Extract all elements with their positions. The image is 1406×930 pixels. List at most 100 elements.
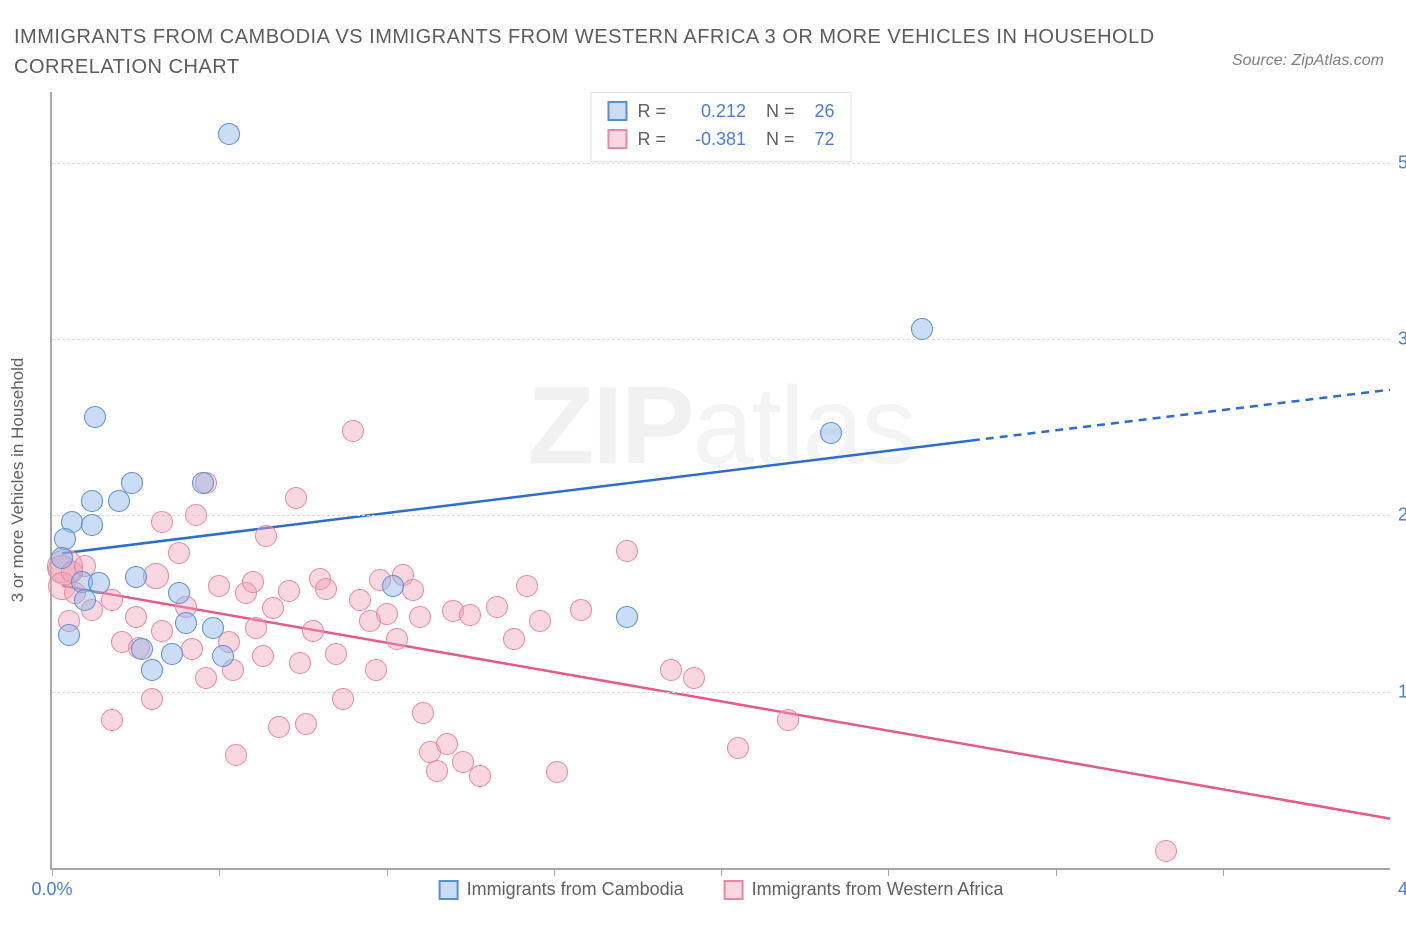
series2-point <box>278 580 300 602</box>
series-legend-item: Immigrants from Western Africa <box>724 879 1004 900</box>
chart-title: IMMIGRANTS FROM CAMBODIA VS IMMIGRANTS F… <box>14 22 1226 82</box>
trend-line <box>972 390 1390 441</box>
series2-point <box>503 628 525 650</box>
series1-point <box>125 566 147 588</box>
series1-point <box>161 643 183 665</box>
stats-legend-row: R = -0.381 N = 72 <box>607 125 834 153</box>
series2-point <box>486 596 508 618</box>
series2-point <box>342 420 364 442</box>
series2-point <box>208 575 230 597</box>
legend-r-value: -0.381 <box>676 125 746 153</box>
gridline <box>52 339 1390 340</box>
legend-n-label: N = <box>756 97 795 125</box>
series-legend: Immigrants from Cambodia Immigrants from … <box>439 879 1004 900</box>
series2-point <box>365 659 387 681</box>
series2-point <box>412 702 434 724</box>
x-tick <box>52 868 53 876</box>
series2-point <box>683 667 705 689</box>
series2-point <box>168 542 190 564</box>
legend-swatch <box>607 129 627 149</box>
series2-point <box>101 709 123 731</box>
legend-swatch <box>439 880 459 900</box>
legend-n-value: 72 <box>805 125 835 153</box>
legend-swatch <box>607 101 627 121</box>
x-tick <box>888 868 889 876</box>
series1-point <box>175 612 197 634</box>
series2-point <box>262 597 284 619</box>
series2-point <box>459 604 481 626</box>
series2-point <box>402 579 424 601</box>
series2-point <box>777 709 799 731</box>
series1-point <box>382 575 404 597</box>
series2-point <box>302 620 324 642</box>
series2-point <box>151 620 173 642</box>
series2-point <box>660 659 682 681</box>
gridline <box>52 163 1390 164</box>
x-tick <box>554 868 555 876</box>
x-tick <box>1223 868 1224 876</box>
series2-point <box>332 688 354 710</box>
y-tick-label: 25.0% <box>1398 505 1406 526</box>
x-tick <box>387 868 388 876</box>
series1-point <box>192 472 214 494</box>
y-tick-label: 50.0% <box>1398 152 1406 173</box>
series-legend-label: Immigrants from Western Africa <box>752 879 1004 900</box>
series2-point <box>289 652 311 674</box>
series2-point <box>255 525 277 547</box>
y-tick-label: 37.5% <box>1398 328 1406 349</box>
series2-point <box>151 511 173 533</box>
legend-r-label: R = <box>637 125 666 153</box>
source-label: Source: ZipAtlas.com <box>1232 52 1384 70</box>
series2-point <box>185 504 207 526</box>
series1-point <box>616 606 638 628</box>
legend-r-label: R = <box>637 97 666 125</box>
series2-point <box>315 578 337 600</box>
x-tick-label: 40.0% <box>1398 879 1406 900</box>
series2-point <box>516 575 538 597</box>
stats-legend: R = 0.212 N = 26 R = -0.381 N = 72 <box>590 92 851 162</box>
series2-point <box>225 744 247 766</box>
x-tick-label: 0.0% <box>31 879 72 900</box>
legend-swatch <box>724 880 744 900</box>
series1-point <box>84 406 106 428</box>
series2-point <box>386 628 408 650</box>
series1-point <box>168 582 190 604</box>
series-legend-label: Immigrants from Cambodia <box>467 879 684 900</box>
series1-point <box>121 472 143 494</box>
series1-point <box>58 624 80 646</box>
series2-point <box>181 638 203 660</box>
series1-point <box>74 589 96 611</box>
series1-point <box>141 659 163 681</box>
series-legend-item: Immigrants from Cambodia <box>439 879 684 900</box>
series1-point <box>911 318 933 340</box>
series1-point <box>51 547 73 569</box>
series2-point <box>141 688 163 710</box>
stats-legend-row: R = 0.212 N = 26 <box>607 97 834 125</box>
series2-point <box>252 645 274 667</box>
series2-point <box>426 760 448 782</box>
x-tick <box>219 868 220 876</box>
gridline <box>52 515 1390 516</box>
series2-point <box>409 606 431 628</box>
series2-point <box>469 765 491 787</box>
series1-point <box>820 422 842 444</box>
x-tick <box>1056 868 1057 876</box>
series2-point <box>285 487 307 509</box>
series1-point <box>81 514 103 536</box>
trend-line <box>62 440 972 553</box>
series2-point <box>727 737 749 759</box>
series2-point <box>242 571 264 593</box>
legend-r-value: 0.212 <box>676 97 746 125</box>
series2-point <box>376 603 398 625</box>
series1-point <box>131 638 153 660</box>
series1-point <box>202 617 224 639</box>
series2-point <box>125 606 147 628</box>
series1-point <box>81 490 103 512</box>
series2-point <box>436 733 458 755</box>
series2-point <box>546 761 568 783</box>
series2-point <box>295 713 317 735</box>
x-tick <box>721 868 722 876</box>
legend-n-value: 26 <box>805 97 835 125</box>
legend-n-label: N = <box>756 125 795 153</box>
series2-point <box>195 667 217 689</box>
